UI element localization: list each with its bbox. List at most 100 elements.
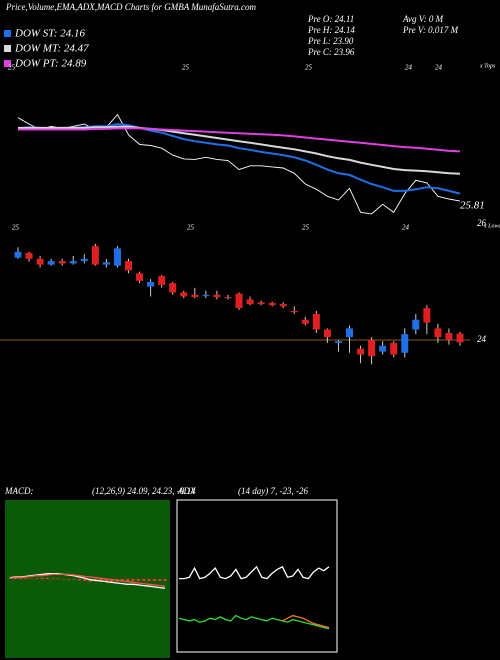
y-tick-label: 26 <box>477 218 487 228</box>
candle-body <box>69 261 77 264</box>
candle-body <box>390 342 398 355</box>
histogram-bar <box>29 578 33 579</box>
macd-line <box>9 573 166 587</box>
histogram-bar <box>158 579 162 581</box>
candle-body <box>36 258 44 265</box>
adx-line <box>282 614 330 629</box>
histogram-bar <box>136 579 140 581</box>
candle-body <box>102 262 110 265</box>
candle-body <box>147 282 155 287</box>
histogram-bar <box>35 578 39 579</box>
date-label: 25 <box>187 224 195 232</box>
candle-body <box>125 261 132 271</box>
candle-body <box>368 340 376 357</box>
candle-body <box>14 251 22 258</box>
candle-body <box>323 329 331 338</box>
macd-line <box>9 573 166 589</box>
histogram-bar <box>104 579 108 582</box>
histogram-bar <box>120 579 124 582</box>
candle-body <box>224 297 232 299</box>
histogram-bar <box>67 579 71 580</box>
candle-body <box>312 313 320 330</box>
date-label: 25 <box>305 64 313 72</box>
panel-title: MACD: <box>4 486 34 496</box>
panel-title: ADX <box>177 486 196 496</box>
legend-label: DOW ST: 24.16 <box>14 28 85 40</box>
volume: Pre V: 0.017 M <box>402 25 459 35</box>
histogram-bar <box>99 579 103 582</box>
histogram-bar <box>147 579 151 581</box>
corner-note: x Tops <box>479 63 496 69</box>
date-label: 25 <box>302 224 310 232</box>
y-tick-label: 24 <box>477 334 487 344</box>
candle-body <box>379 345 387 352</box>
histogram-bar <box>163 579 167 581</box>
candle-body <box>80 258 88 262</box>
date-label: 25 <box>182 64 190 72</box>
histogram-bar <box>19 578 23 579</box>
stat: Pre L: 23.90 <box>307 36 354 46</box>
candle-body <box>136 273 144 281</box>
candle-body <box>158 276 166 285</box>
ema-line <box>17 123 461 195</box>
date-label: 25 <box>12 224 20 232</box>
stat: Pre C: 23.96 <box>307 47 355 57</box>
histogram-bar <box>72 579 76 580</box>
histogram-bar <box>45 577 49 579</box>
candle-body <box>58 261 66 264</box>
legend-swatch <box>4 30 11 37</box>
date-label: 24 <box>402 224 410 232</box>
candle-body <box>423 308 431 323</box>
histogram-bar <box>24 578 28 579</box>
candle-body <box>202 294 210 296</box>
candle-body <box>25 253 33 259</box>
candle-body <box>290 311 298 313</box>
histogram-bar <box>8 578 12 579</box>
corner-note: x Lower <box>483 223 500 229</box>
candle-body <box>268 302 276 306</box>
histogram-bar <box>142 579 146 581</box>
date-label: 24 <box>405 64 413 72</box>
stat: Pre H: 24.14 <box>307 25 355 35</box>
candle-body <box>434 328 442 338</box>
candle-body <box>334 341 342 343</box>
candle-body <box>412 319 420 330</box>
histogram-bar <box>83 579 87 581</box>
ema-line <box>18 127 461 153</box>
candle-body <box>213 294 221 298</box>
candle-body <box>180 292 188 297</box>
histogram-bar <box>61 579 65 580</box>
panel-subtitle: (12,26,9) 24.09, 24.23, -0.14 <box>92 486 196 496</box>
adx-panel <box>176 499 338 653</box>
candle-body <box>357 348 365 355</box>
candle-body <box>401 334 409 353</box>
candle-body <box>257 302 265 305</box>
legend-swatch <box>4 45 11 52</box>
histogram-bar <box>13 578 17 579</box>
date-label: 25 <box>8 64 16 72</box>
candle-body <box>235 293 243 309</box>
legend-swatch <box>4 60 11 67</box>
histogram-bar <box>77 579 81 581</box>
histogram-bar <box>152 579 156 581</box>
histogram-bar <box>126 579 130 582</box>
histogram-bar <box>51 578 55 579</box>
candle-body <box>91 246 99 265</box>
candle-body <box>191 294 199 298</box>
adx-line <box>179 565 330 580</box>
candle-body <box>346 328 353 338</box>
histogram-bar <box>131 579 135 581</box>
page-title: Price,Volume,EMA,ADX,MACD Charts for GMB… <box>5 2 257 12</box>
candle-body <box>301 319 309 324</box>
candle-body <box>279 304 287 307</box>
panel-subtitle: (14 day) 7, -23, -26 <box>238 486 308 496</box>
date-label: 24 <box>435 64 443 72</box>
ema-line <box>18 125 461 175</box>
histogram-bar <box>56 578 60 579</box>
volume: Avg V: 0 M <box>402 14 444 24</box>
annotation: 25.81 <box>460 200 485 212</box>
adx-line <box>178 614 330 630</box>
candle-body <box>47 261 55 265</box>
candle-body <box>445 333 453 340</box>
